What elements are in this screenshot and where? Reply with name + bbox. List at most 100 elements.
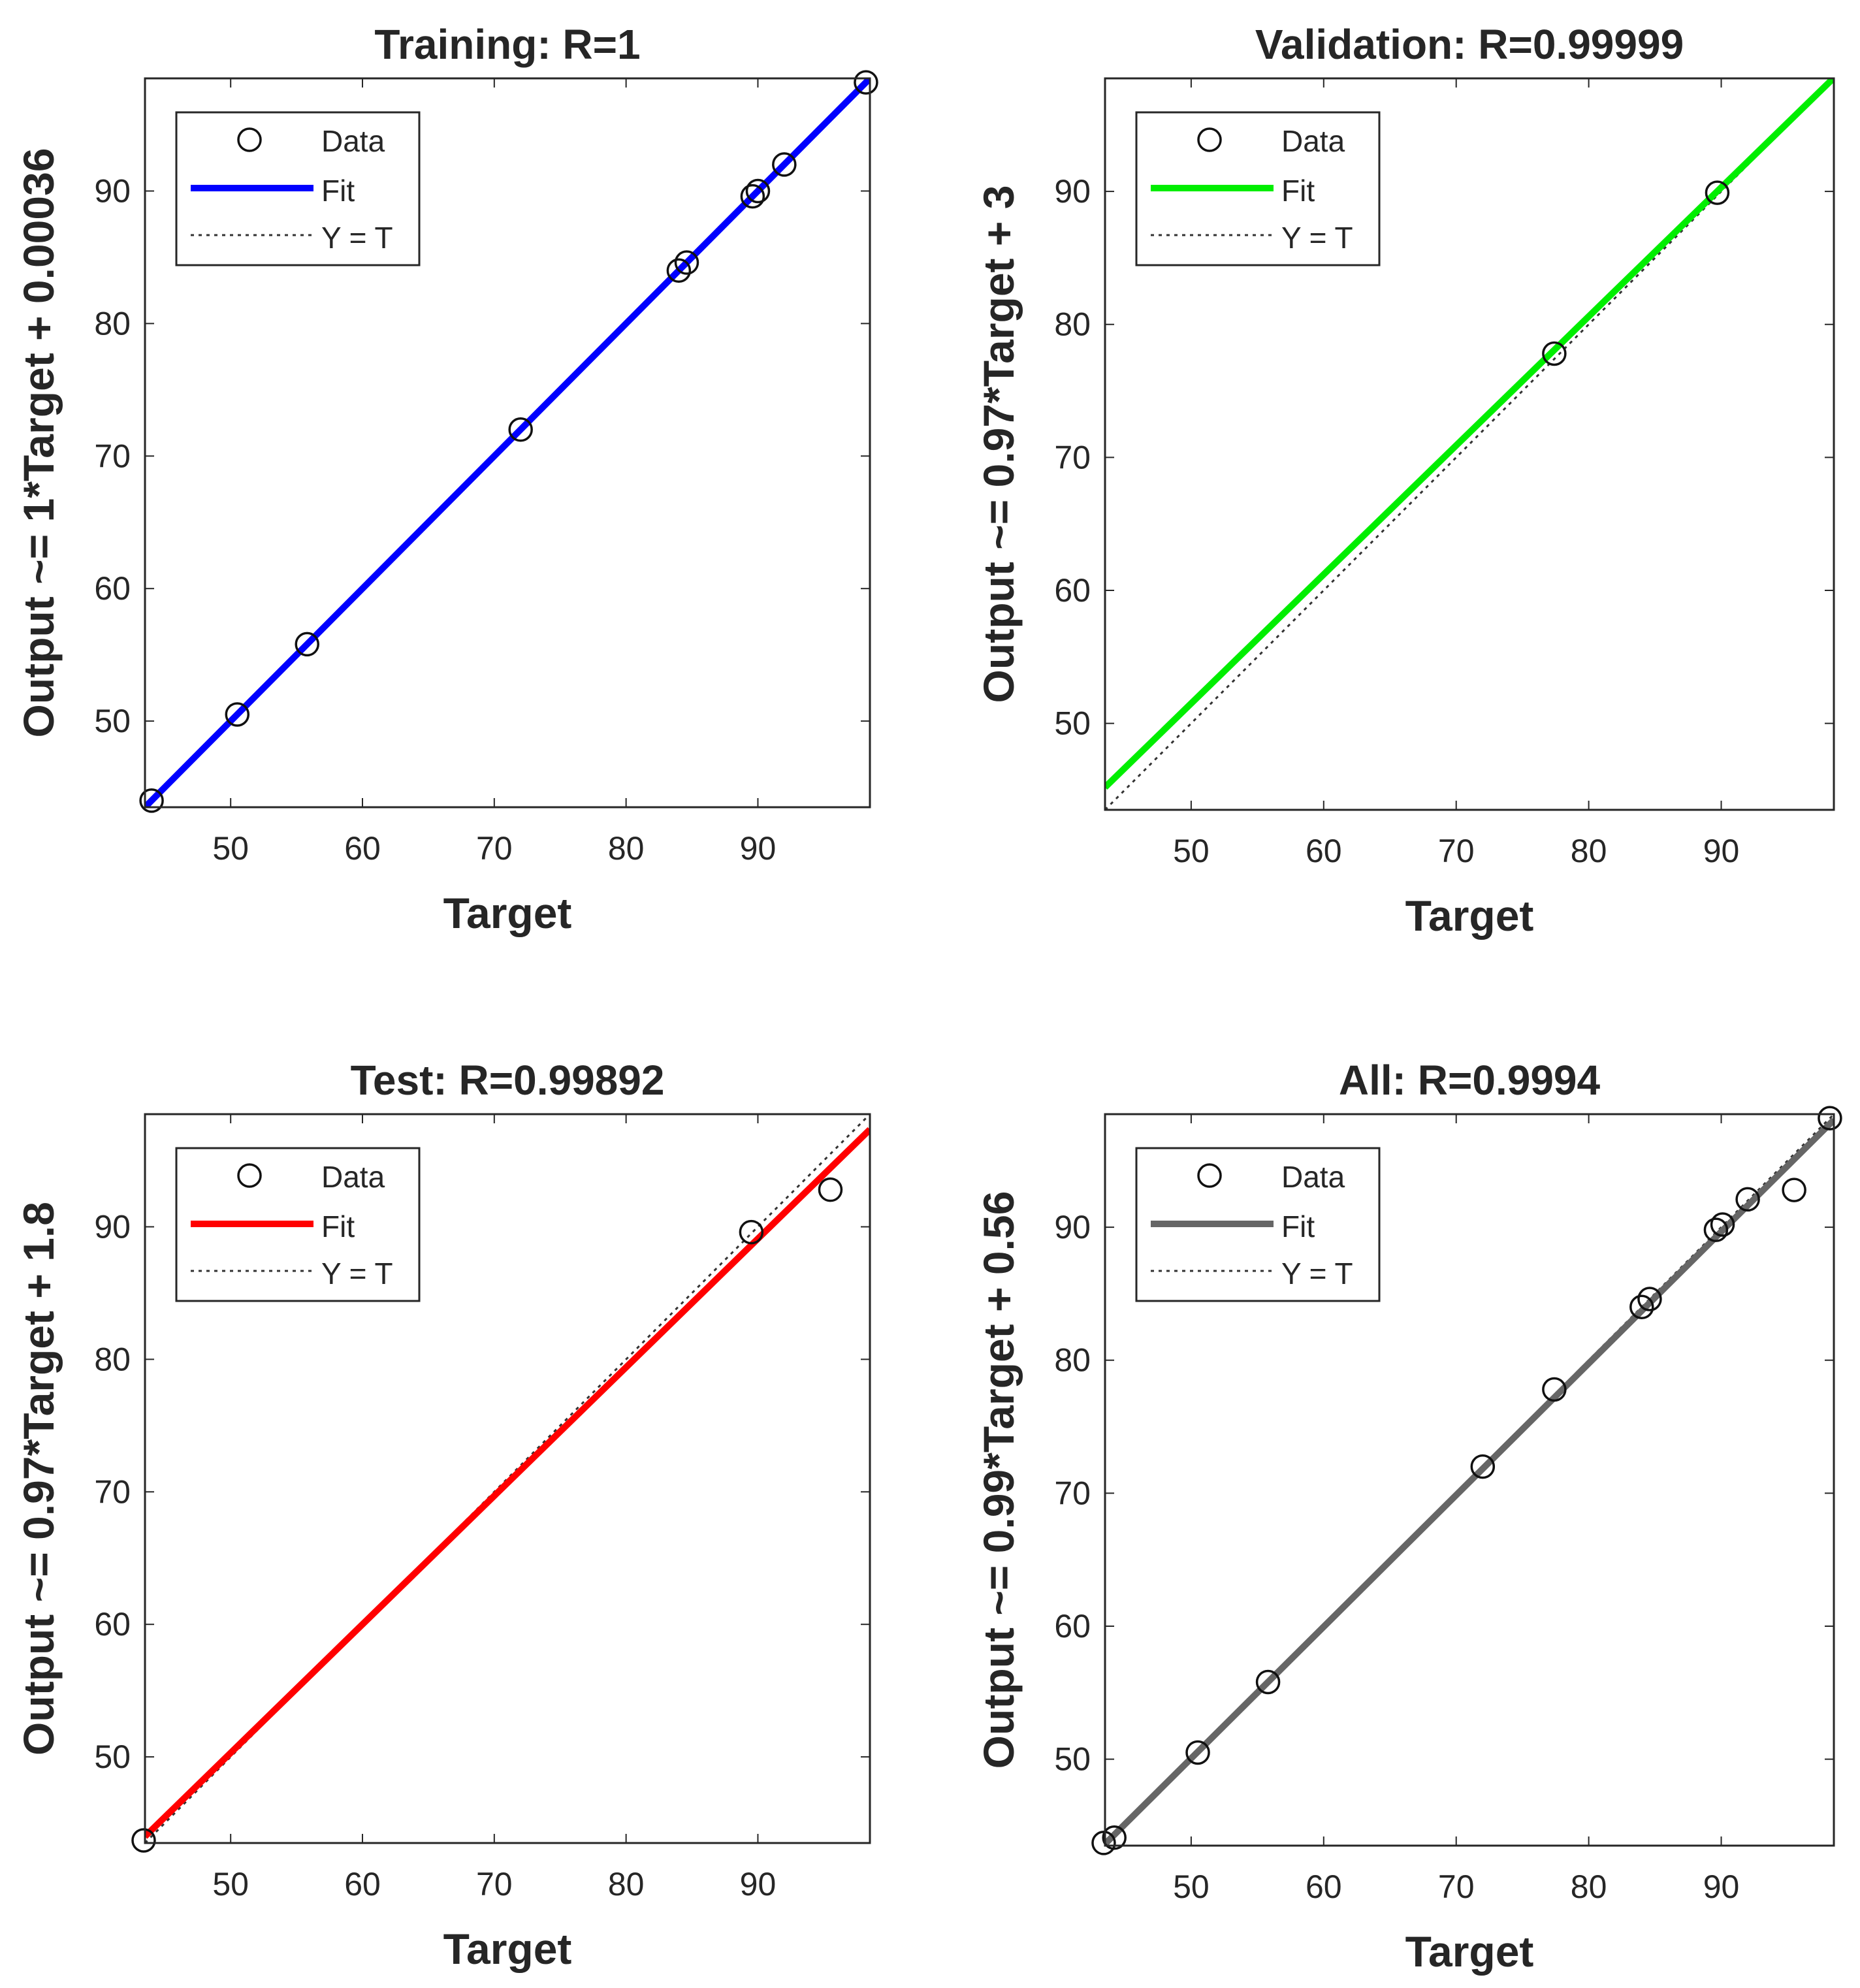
- chart-title: Validation: R=0.99999: [1255, 21, 1684, 68]
- data-point: [739, 1219, 764, 1245]
- y-tick-label: 80: [94, 1341, 131, 1377]
- y-axis-label: Output ~= 1*Target + 0.00036: [14, 148, 63, 738]
- y-tick-label: 70: [1054, 1475, 1091, 1511]
- y-tick-label: 50: [94, 703, 131, 739]
- y-tick-label: 60: [94, 570, 131, 607]
- x-axis-label: Target: [443, 1925, 572, 1973]
- y-tick-label: 50: [1054, 705, 1091, 742]
- legend-label-identity: Y = T: [1281, 221, 1353, 255]
- legend-data-marker: [237, 1163, 262, 1188]
- data-point: [745, 178, 771, 204]
- y-tick-label: 60: [1054, 1608, 1091, 1644]
- chart-title: All: R=0.9994: [1339, 1057, 1601, 1104]
- data-point: [1637, 1287, 1662, 1311]
- x-tick-label: 50: [1173, 1868, 1210, 1905]
- axes-box: [144, 77, 871, 809]
- data-point: [1470, 1454, 1496, 1479]
- y-axis-label: Output ~= 0.99*Target + 0.56: [974, 1191, 1023, 1769]
- legend-label-identity: Y = T: [321, 221, 393, 255]
- chart-title: Test: R=0.99892: [351, 1057, 665, 1104]
- legend-label-fit: Fit: [1281, 174, 1315, 208]
- y-axis-label: Output ~= 0.97*Target + 1.8: [14, 1202, 63, 1756]
- x-tick-label: 60: [1306, 833, 1342, 869]
- legend-label-data: Data: [321, 124, 385, 158]
- x-tick-label: 70: [1438, 1868, 1475, 1905]
- x-tick-label: 50: [212, 1866, 249, 1902]
- y-tick-label: 80: [1054, 306, 1091, 343]
- data-point: [1782, 1178, 1806, 1202]
- x-tick-label: 90: [740, 1866, 777, 1902]
- data-point: [1703, 1217, 1729, 1242]
- x-tick-label: 90: [1703, 833, 1740, 869]
- x-tick-label: 80: [608, 1866, 645, 1902]
- data-point: [1542, 341, 1567, 366]
- legend-label-fit: Fit: [321, 1210, 355, 1243]
- x-axis-label: Target: [1405, 1927, 1534, 1976]
- x-tick-label: 50: [212, 830, 249, 867]
- plotted-lines: [145, 1114, 870, 1843]
- data-point: [854, 70, 878, 95]
- fit-line: [1105, 78, 1834, 790]
- x-tick-label: 80: [1571, 1868, 1607, 1905]
- legend-label-data: Data: [321, 1160, 385, 1194]
- data-point: [1710, 1212, 1735, 1237]
- data-point: [1705, 180, 1730, 205]
- y-tick-label: 80: [1054, 1342, 1091, 1379]
- legend-data-marker: [237, 127, 262, 152]
- axes-box: [1104, 77, 1835, 811]
- y-tick-label: 90: [94, 1208, 131, 1245]
- legend: Data Fit Y = T: [175, 1147, 421, 1302]
- legend-data-marker: [1197, 127, 1222, 152]
- data-point: [772, 152, 797, 177]
- y-tick-label: 60: [1054, 572, 1091, 609]
- legend-data-marker: [1197, 1163, 1222, 1188]
- panel-all: 50 60 70 80 90 50 60 70 80 90 Data Fit Y = T All: R=0…: [974, 1057, 1842, 1976]
- fit-line: [145, 1127, 870, 1839]
- panel-training: 50 60 70 80 90 50 60 70 80 90 Data Fit Y = T Training…: [14, 21, 878, 937]
- legend: Data Fit Y = T: [1135, 1147, 1381, 1302]
- panel-test: 50 60 70 80 90 50 60 70 80 90 Data Fit Y = T Test: R=…: [14, 1057, 871, 1973]
- y-tick-label: 50: [94, 1739, 131, 1775]
- data-point: [818, 1177, 843, 1202]
- x-tick-label: 70: [476, 830, 513, 867]
- y-tick-label: 60: [94, 1606, 131, 1643]
- y-tick-label: 70: [1054, 439, 1091, 475]
- axes-box: [1104, 1113, 1835, 1847]
- data-point: [740, 184, 765, 209]
- legend-label-data: Data: [1281, 124, 1345, 158]
- legend-label-data: Data: [1281, 1160, 1345, 1194]
- data-point: [1255, 1669, 1281, 1695]
- data-point: [1102, 1825, 1127, 1850]
- panel-validation: 50 60 70 80 90 50 60 70 80 90 Data Fit Y = T Validati…: [974, 21, 1835, 940]
- y-tick-label: 80: [94, 305, 131, 342]
- y-axis-label: Output ~= 0.97*Target + 3: [974, 185, 1023, 703]
- identity-line: [145, 1114, 870, 1843]
- data-point: [508, 417, 533, 442]
- y-tick-label: 70: [94, 1473, 131, 1510]
- x-tick-label: 80: [608, 830, 645, 867]
- x-tick-label: 70: [1438, 833, 1475, 869]
- x-tick-label: 90: [740, 830, 777, 867]
- data-point: [131, 1828, 156, 1853]
- y-tick-label: 90: [94, 172, 131, 209]
- data-point: [225, 702, 250, 727]
- y-tick-label: 70: [94, 438, 131, 474]
- data-point: [674, 250, 699, 275]
- chart-title: Training: R=1: [374, 21, 640, 68]
- data-point: [1629, 1294, 1654, 1320]
- legend-label-fit: Fit: [321, 174, 355, 208]
- y-tick-label: 50: [1054, 1741, 1091, 1778]
- plotted-lines: [1105, 78, 1834, 810]
- legend-label-identity: Y = T: [321, 1257, 393, 1291]
- x-axis-label: Target: [1405, 891, 1534, 940]
- data-point: [1735, 1187, 1760, 1212]
- fit-line: [145, 78, 870, 807]
- x-tick-label: 80: [1571, 833, 1607, 869]
- data-point: [666, 258, 692, 283]
- data-point: [295, 632, 319, 657]
- x-tick-label: 60: [1306, 1868, 1342, 1905]
- x-tick-label: 70: [476, 1866, 513, 1902]
- x-tick-label: 90: [1703, 1868, 1740, 1905]
- x-tick-label: 50: [1173, 833, 1210, 869]
